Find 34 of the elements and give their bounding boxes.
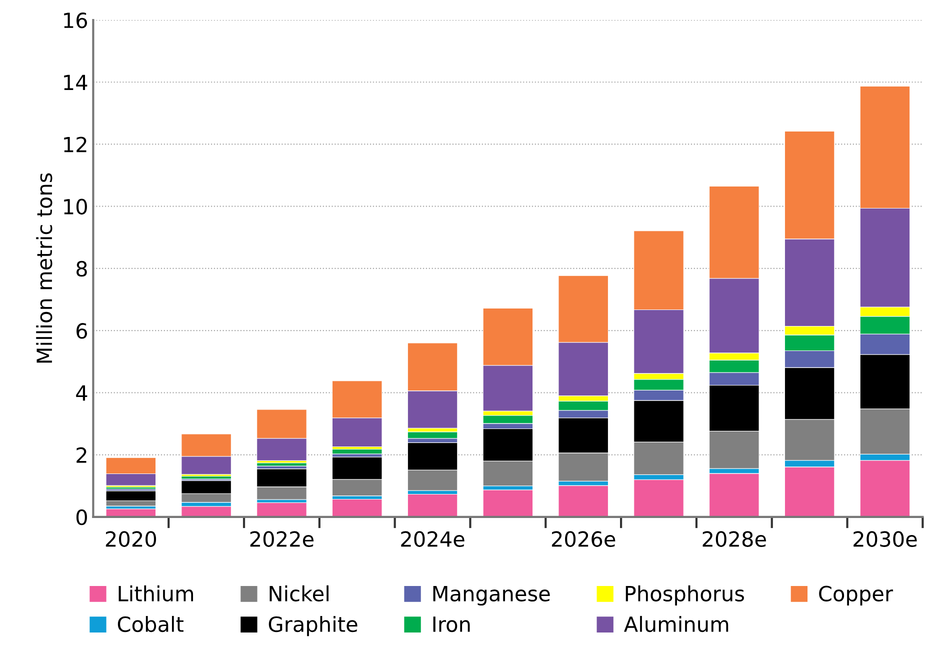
bar: [332, 498, 382, 517]
y-tick-label: 12: [64, 136, 86, 152]
legend-label: Graphite: [268, 616, 358, 636]
y-tick-label: 16: [64, 12, 88, 28]
bar: [634, 479, 684, 517]
x-tick-label: 2030e: [854, 531, 917, 547]
bar: [256, 462, 307, 466]
bar: [407, 432, 458, 439]
legend-label: Cobalt: [118, 616, 184, 632]
y-tick-label: 4: [76, 385, 88, 401]
legend-label: Copper: [819, 586, 894, 606]
y-tick-label: 10: [64, 198, 87, 215]
bar: [407, 494, 458, 517]
bar: [256, 502, 307, 517]
legend-label: Phosphorus: [626, 585, 744, 606]
y-tick-label: 14: [64, 74, 88, 90]
bar: [708, 473, 760, 517]
y-tick-label: 0: [76, 509, 87, 526]
legend-label: Lithium: [118, 585, 194, 602]
x-tick-label: 2020: [106, 531, 156, 547]
legend-label: Manganese: [433, 586, 550, 606]
legend-label: Iron: [433, 616, 470, 632]
bar: [482, 490, 534, 517]
bar: [558, 485, 609, 517]
y-tick-label: 6: [76, 323, 88, 339]
legend-label: Aluminum: [624, 616, 728, 632]
y-tick-label: 2: [76, 447, 86, 463]
legend-label: Nickel: [270, 585, 328, 602]
x-tick-label: 2028e: [702, 531, 766, 547]
x-tick-label: 2026e: [552, 531, 616, 547]
x-tick-label: 2022e: [250, 531, 314, 547]
x-tick-label: 2024e: [401, 531, 464, 547]
y-axis-title: Million metric tons: [36, 173, 52, 363]
y-tick-label: 8: [76, 260, 87, 277]
